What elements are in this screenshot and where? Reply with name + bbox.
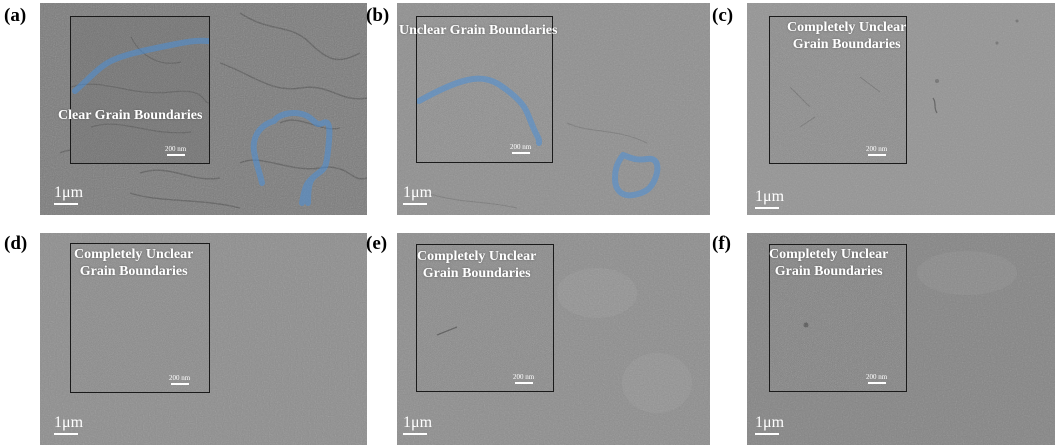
panel-label-e: (e)	[366, 233, 388, 254]
sem-image-d: 200 nm Completely Unclear Grain Boundari…	[40, 233, 367, 445]
inset-scale-bar-d: 200 nm	[169, 374, 190, 385]
sem-image-f: 200 nm Completely Unclear Grain Boundari…	[747, 233, 1055, 445]
annotation-f: Completely Unclear Grain Boundaries	[769, 247, 889, 279]
inset-texture-e	[417, 245, 553, 391]
main-scale-bar-f: 1μm	[755, 415, 784, 435]
inset-e: 200 nm	[416, 244, 554, 392]
main-scale-bar-d: 1μm	[54, 415, 83, 435]
main-scale-bar-c: 1μm	[755, 189, 784, 209]
sem-image-a: 200 nm Clear Grain Boundaries 1μm	[40, 3, 367, 215]
inset-f: 200 nm	[769, 244, 907, 392]
sem-image-c: 200 nm Completely Unclear Grain Boundari…	[747, 3, 1055, 215]
panel-label-b: (b)	[366, 5, 390, 26]
inset-texture-a	[71, 17, 209, 163]
annotation-b: Unclear Grain Boundaries	[399, 23, 558, 38]
annotation-c: Completely Unclear Grain Boundaries	[787, 20, 907, 52]
panel-label-a: (a)	[4, 5, 27, 26]
inset-scale-bar-a: 200 nm	[165, 145, 186, 156]
panel-label-c: (c)	[712, 5, 734, 26]
panel-label-d: (d)	[4, 233, 28, 254]
annotation-e: Completely Unclear Grain Boundaries	[417, 249, 537, 281]
panel-label-f: (f)	[712, 233, 731, 254]
inset-scale-bar-e: 200 nm	[513, 373, 534, 384]
inset-texture-c	[770, 17, 906, 163]
inset-c: 200 nm	[769, 16, 907, 164]
inset-scale-bar-b: 200 nm	[510, 143, 531, 154]
sem-image-e: 200 nm Completely Unclear Grain Boundari…	[397, 233, 710, 445]
inset-scale-bar-c: 200 nm	[866, 145, 887, 156]
annotation-a: Clear Grain Boundaries	[58, 108, 203, 123]
inset-a: 200 nm	[70, 16, 210, 164]
inset-scale-bar-f: 200 nm	[866, 373, 887, 384]
inset-texture-d	[71, 244, 209, 392]
sem-image-b: 200 nm Unclear Grain Boundaries 1μm	[397, 3, 710, 215]
main-scale-bar-e: 1μm	[403, 415, 432, 435]
main-scale-bar-a: 1μm	[54, 185, 83, 205]
annotation-d: Completely Unclear Grain Boundaries	[74, 247, 194, 279]
main-scale-bar-b: 1μm	[403, 185, 432, 205]
inset-texture-f	[770, 245, 906, 391]
inset-d: 200 nm	[70, 243, 210, 393]
